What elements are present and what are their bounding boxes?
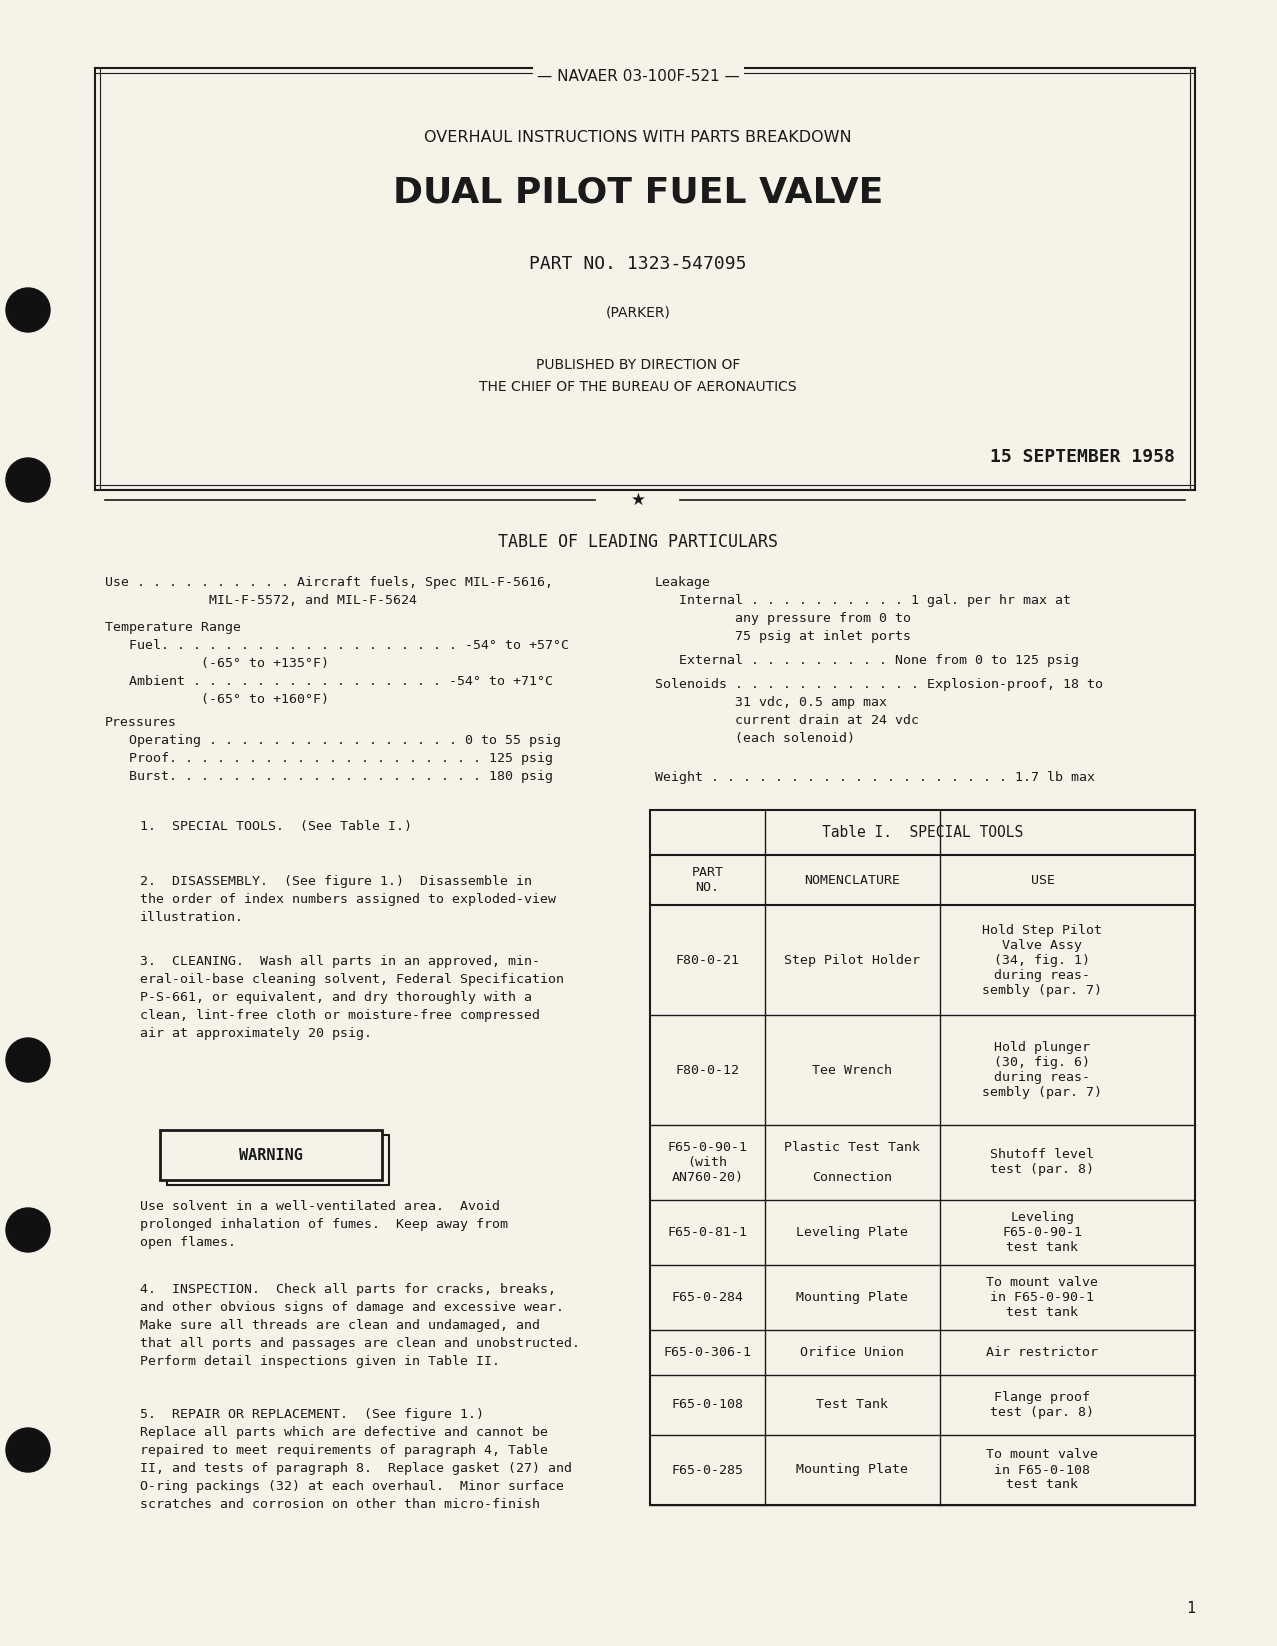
Text: Hold plunger
(30, fig. 6)
during reas-
sembly (par. 7): Hold plunger (30, fig. 6) during reas- s… (982, 1040, 1102, 1100)
Text: 5.  REPAIR OR REPLACEMENT.  (See figure 1.): 5. REPAIR OR REPLACEMENT. (See figure 1.… (140, 1407, 484, 1420)
Text: Mounting Plate: Mounting Plate (797, 1463, 908, 1476)
Text: Operating . . . . . . . . . . . . . . . . 0 to 55 psig: Operating . . . . . . . . . . . . . . . … (105, 734, 561, 747)
Text: the order of index numbers assigned to exploded-view: the order of index numbers assigned to e… (140, 894, 555, 905)
Text: F65-0-284: F65-0-284 (672, 1290, 743, 1304)
Text: PUBLISHED BY DIRECTION OF: PUBLISHED BY DIRECTION OF (536, 357, 741, 372)
Bar (650, 810, 1195, 1504)
Text: PART NO. 1323-547095: PART NO. 1323-547095 (529, 255, 747, 273)
Text: WARNING: WARNING (239, 1147, 303, 1162)
Text: To mount valve
in F65-0-90-1
test tank: To mount valve in F65-0-90-1 test tank (987, 1276, 1098, 1318)
Text: Pressures: Pressures (105, 716, 178, 729)
Text: Flange proof
test (par. 8): Flange proof test (par. 8) (991, 1391, 1094, 1419)
Text: Temperature Range: Temperature Range (105, 621, 241, 634)
Text: repaired to meet requirements of paragraph 4, Table: repaired to meet requirements of paragra… (140, 1444, 548, 1457)
Text: open flames.: open flames. (140, 1236, 236, 1249)
Text: Ambient . . . . . . . . . . . . . . . . -54° to +71°C: Ambient . . . . . . . . . . . . . . . . … (105, 675, 553, 688)
Circle shape (6, 1429, 50, 1472)
Text: TABLE OF LEADING PARTICULARS: TABLE OF LEADING PARTICULARS (498, 533, 778, 551)
Text: Use . . . . . . . . . . Aircraft fuels, Spec MIL-F-5616,: Use . . . . . . . . . . Aircraft fuels, … (105, 576, 553, 589)
Text: O-ring packings (32) at each overhaul.  Minor surface: O-ring packings (32) at each overhaul. M… (140, 1480, 564, 1493)
Text: F65-0-285: F65-0-285 (672, 1463, 743, 1476)
Text: Table I.  SPECIAL TOOLS: Table I. SPECIAL TOOLS (822, 825, 1023, 839)
Text: Shutoff level
test (par. 8): Shutoff level test (par. 8) (991, 1149, 1094, 1177)
Text: Plastic Test Tank

Connection: Plastic Test Tank Connection (784, 1141, 921, 1183)
Text: F65-0-306-1: F65-0-306-1 (664, 1346, 751, 1360)
Text: Internal . . . . . . . . . . 1 gal. per hr max at: Internal . . . . . . . . . . 1 gal. per … (655, 594, 1071, 607)
Text: F80-0-21: F80-0-21 (676, 953, 739, 966)
Text: Leakage: Leakage (655, 576, 711, 589)
Circle shape (6, 1039, 50, 1081)
Text: 1.  SPECIAL TOOLS.  (See Table I.): 1. SPECIAL TOOLS. (See Table I.) (140, 820, 412, 833)
Text: 15 SEPTEMBER 1958: 15 SEPTEMBER 1958 (990, 448, 1175, 466)
Text: F65-0-108: F65-0-108 (672, 1399, 743, 1412)
Text: (PARKER): (PARKER) (605, 305, 670, 319)
Text: 2.  DISASSEMBLY.  (See figure 1.)  Disassemble in: 2. DISASSEMBLY. (See figure 1.) Disassem… (140, 876, 533, 887)
Text: USE: USE (1031, 874, 1055, 887)
Text: Perform detail inspections given in Table II.: Perform detail inspections given in Tabl… (140, 1355, 501, 1368)
Text: Replace all parts which are defective and cannot be: Replace all parts which are defective an… (140, 1425, 548, 1439)
Text: F65-0-81-1: F65-0-81-1 (668, 1226, 747, 1239)
Text: prolonged inhalation of fumes.  Keep away from: prolonged inhalation of fumes. Keep away… (140, 1218, 508, 1231)
Text: Weight . . . . . . . . . . . . . . . . . . . 1.7 lb max: Weight . . . . . . . . . . . . . . . . .… (655, 770, 1094, 783)
Text: F80-0-12: F80-0-12 (676, 1063, 739, 1076)
Text: air at approximately 20 psig.: air at approximately 20 psig. (140, 1027, 372, 1040)
Text: Solenoids . . . . . . . . . . . . Explosion-proof, 18 to: Solenoids . . . . . . . . . . . . Explos… (655, 678, 1103, 691)
Text: any pressure from 0 to: any pressure from 0 to (655, 612, 911, 625)
Circle shape (6, 288, 50, 332)
Text: DUAL PILOT FUEL VALVE: DUAL PILOT FUEL VALVE (393, 174, 884, 209)
Text: Leveling
F65-0-90-1
test tank: Leveling F65-0-90-1 test tank (1002, 1211, 1083, 1254)
Text: 3.  CLEANING.  Wash all parts in an approved, min-: 3. CLEANING. Wash all parts in an approv… (140, 955, 540, 968)
Text: Step Pilot Holder: Step Pilot Holder (784, 953, 921, 966)
Text: (-65° to +160°F): (-65° to +160°F) (105, 693, 329, 706)
Text: II, and tests of paragraph 8.  Replace gasket (27) and: II, and tests of paragraph 8. Replace ga… (140, 1462, 572, 1475)
Text: that all ports and passages are clean and unobstructed.: that all ports and passages are clean an… (140, 1337, 580, 1350)
Text: ★: ★ (631, 491, 645, 509)
Text: clean, lint-free cloth or moisture-free compressed: clean, lint-free cloth or moisture-free … (140, 1009, 540, 1022)
Text: and other obvious signs of damage and excessive wear.: and other obvious signs of damage and ex… (140, 1300, 564, 1314)
Text: External . . . . . . . . . None from 0 to 125 psig: External . . . . . . . . . None from 0 t… (655, 653, 1079, 667)
Text: F65-0-90-1
(with
AN760-20): F65-0-90-1 (with AN760-20) (668, 1141, 747, 1183)
Text: NOMENCLATURE: NOMENCLATURE (805, 874, 900, 887)
Text: eral-oil-base cleaning solvent, Federal Specification: eral-oil-base cleaning solvent, Federal … (140, 973, 564, 986)
Text: Fuel. . . . . . . . . . . . . . . . . . . -54° to +57°C: Fuel. . . . . . . . . . . . . . . . . . … (105, 639, 570, 652)
Text: Orifice Union: Orifice Union (801, 1346, 904, 1360)
Text: illustration.: illustration. (140, 910, 244, 923)
Text: Tee Wrench: Tee Wrench (812, 1063, 893, 1076)
Text: Leveling Plate: Leveling Plate (797, 1226, 908, 1239)
Text: current drain at 24 vdc: current drain at 24 vdc (655, 714, 919, 728)
Text: (-65° to +135°F): (-65° to +135°F) (105, 657, 329, 670)
Text: P-S-661, or equivalent, and dry thoroughly with a: P-S-661, or equivalent, and dry thorough… (140, 991, 533, 1004)
Text: To mount valve
in F65-0-108
test tank: To mount valve in F65-0-108 test tank (987, 1448, 1098, 1491)
Text: 4.  INSPECTION.  Check all parts for cracks, breaks,: 4. INSPECTION. Check all parts for crack… (140, 1282, 555, 1295)
Text: 75 psig at inlet ports: 75 psig at inlet ports (655, 630, 911, 644)
Text: scratches and corrosion on other than micro-finish: scratches and corrosion on other than mi… (140, 1498, 540, 1511)
Text: THE CHIEF OF THE BUREAU OF AERONAUTICS: THE CHIEF OF THE BUREAU OF AERONAUTICS (479, 380, 797, 393)
Text: Proof. . . . . . . . . . . . . . . . . . . . 125 psig: Proof. . . . . . . . . . . . . . . . . .… (105, 752, 553, 765)
Text: Use solvent in a well-ventilated area.  Avoid: Use solvent in a well-ventilated area. A… (140, 1200, 501, 1213)
Bar (160, 1131, 382, 1180)
Text: PART
NO.: PART NO. (692, 866, 724, 894)
Text: 1: 1 (1186, 1602, 1195, 1616)
Text: OVERHAUL INSTRUCTIONS WITH PARTS BREAKDOWN: OVERHAUL INSTRUCTIONS WITH PARTS BREAKDO… (424, 130, 852, 145)
Text: Test Tank: Test Tank (816, 1399, 889, 1412)
Circle shape (6, 458, 50, 502)
Bar (167, 1136, 389, 1185)
Text: 31 vdc, 0.5 amp max: 31 vdc, 0.5 amp max (655, 696, 888, 709)
Text: MIL-F-5572, and MIL-F-5624: MIL-F-5572, and MIL-F-5624 (105, 594, 418, 607)
Text: Mounting Plate: Mounting Plate (797, 1290, 908, 1304)
Text: Air restrictor: Air restrictor (987, 1346, 1098, 1360)
Text: Hold Step Pilot
Valve Assy
(34, fig. 1)
during reas-
sembly (par. 7): Hold Step Pilot Valve Assy (34, fig. 1) … (982, 923, 1102, 996)
Circle shape (6, 1208, 50, 1253)
Text: — NAVAER 03-100F-521 —: — NAVAER 03-100F-521 — (536, 69, 739, 84)
Text: Make sure all threads are clean and undamaged, and: Make sure all threads are clean and unda… (140, 1318, 540, 1332)
Text: Burst. . . . . . . . . . . . . . . . . . . . 180 psig: Burst. . . . . . . . . . . . . . . . . .… (105, 770, 553, 783)
Text: (each solenoid): (each solenoid) (655, 732, 856, 746)
